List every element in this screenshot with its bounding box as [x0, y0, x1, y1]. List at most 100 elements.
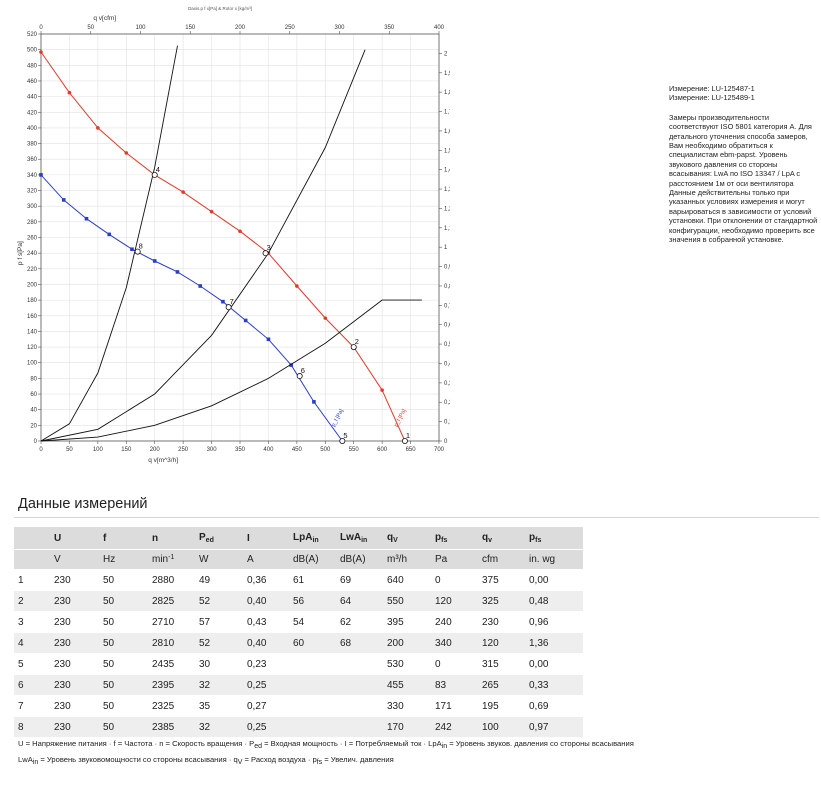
cell-pfs-inwg: 0,97 [525, 716, 583, 738]
y-tick-label: 180 [27, 298, 38, 304]
operating-point-marker [350, 344, 357, 351]
unit-cell-index [14, 549, 50, 570]
table-row: 8 230 50 2385 32 0,25 170 242 100 0,97 [14, 716, 583, 738]
series-point [266, 337, 271, 342]
cell-p: 52 [195, 590, 243, 612]
cell-f: 50 [99, 674, 148, 696]
x-tick-label: 200 [150, 447, 161, 453]
operating-point-label: 4 [156, 165, 160, 174]
cell-pfs: 83 [431, 674, 478, 696]
cell-u: 230 [50, 632, 99, 654]
header-cell-lwa: LwAin [336, 527, 383, 550]
cell-qv-cfm: 120 [478, 632, 525, 654]
cell-pfs: 120 [431, 590, 478, 612]
cell-lwa [336, 716, 383, 738]
cell-lpa [289, 716, 336, 738]
operating-point-marker [401, 437, 408, 444]
cell-qv: 550 [383, 590, 431, 612]
cell-p: 52 [195, 632, 243, 654]
cell-i: 0,25 [243, 716, 289, 738]
cell-i: 0,43 [243, 611, 289, 633]
y2-tick-label: 0,6 [444, 323, 450, 329]
cell-n: 2435 [148, 653, 195, 675]
y2-tick-label: 1,3 [444, 187, 450, 193]
cell-pfs-inwg: 0,48 [525, 590, 583, 612]
cell-lwa [336, 653, 383, 675]
series-line-1 [40, 51, 406, 442]
series-point [130, 247, 134, 252]
series-line-5 [40, 299, 422, 442]
y-tick-label: 0 [34, 439, 38, 445]
y-tick-label: 120 [27, 345, 38, 351]
top-tick-label: 300 [334, 25, 345, 31]
series-line-2 [40, 174, 343, 442]
chart-grid [40, 33, 440, 442]
cell-i: 0,23 [243, 653, 289, 675]
cell-lpa: 54 [289, 611, 336, 633]
cell-i: 0,36 [243, 569, 289, 591]
y2-tick-label: 1,7 [444, 110, 450, 116]
cell-lpa [289, 674, 336, 696]
y-tick-label: 280 [27, 220, 38, 226]
header-cell-p: Ped [195, 527, 243, 550]
cell-pfs-inwg: 1,36 [525, 632, 583, 654]
series-label-1: p_f [Pa] [393, 408, 407, 428]
series-point [221, 299, 225, 304]
operating-point-label: 8 [139, 242, 143, 251]
y-tick-label: 80 [30, 376, 37, 382]
cell-index: 7 [14, 695, 50, 717]
cell-pfs: 0 [431, 569, 478, 591]
y-tick-label: 320 [27, 189, 38, 195]
cell-u: 230 [50, 590, 99, 612]
header-cell-qv-cfm: qv [478, 527, 525, 550]
cell-index: 4 [14, 632, 50, 654]
cell-qv: 330 [383, 695, 431, 717]
measurement-notes: Измерение: LU-125487-1 Измерение: LU-125… [669, 84, 819, 245]
operating-point-label: 1 [406, 431, 410, 440]
y-tick-label: 240 [27, 251, 38, 257]
cell-u: 230 [50, 695, 99, 717]
cell-pfs: 240 [431, 611, 478, 633]
y-tick-label: 340 [27, 173, 38, 179]
series-point [39, 173, 43, 177]
legend-line-2: LwAin = Уровень звуковомощности со сторо… [18, 755, 394, 766]
series-line-3 [40, 45, 178, 442]
y-tick-label: 460 [27, 79, 38, 85]
y2-tick-label: 1,8 [444, 90, 450, 96]
cell-lpa [289, 695, 336, 717]
table-row: 7 230 50 2325 35 0,27 330 171 195 0,69 [14, 695, 583, 717]
title-divider [14, 517, 819, 518]
cell-f: 50 [99, 590, 148, 612]
cell-pfs: 171 [431, 695, 478, 717]
series-point [323, 316, 328, 320]
cell-qv: 395 [383, 611, 431, 633]
x-tick-label: 300 [207, 447, 218, 453]
cell-index: 6 [14, 674, 50, 696]
unit-cell-lwa: dB(A) [336, 549, 383, 570]
cell-p: 30 [195, 653, 243, 675]
cell-n: 2385 [148, 716, 195, 738]
cell-n: 2880 [148, 569, 195, 591]
y2-tick-label: 0,9 [444, 265, 450, 271]
y2-tick-label: 0,8 [444, 284, 450, 290]
operating-point-marker [296, 373, 303, 380]
y-tick-label: 200 [27, 282, 38, 288]
series-point [39, 50, 43, 54]
cell-n: 2395 [148, 674, 195, 696]
x-tick-label: 500 [320, 447, 331, 453]
measurement-id-1: Измерение: LU-125487-1 [669, 84, 755, 93]
table-row: 6 230 50 2395 32 0,25 455 83 265 0,33 [14, 674, 583, 696]
unit-cell-qv: m³/h [383, 549, 431, 570]
cell-f: 50 [99, 632, 148, 654]
series-point [84, 216, 89, 221]
top-tick-label: 0 [39, 25, 43, 31]
cell-pfs: 242 [431, 716, 478, 738]
table-row: 2 230 50 2825 52 0,40 56 64 550 120 325 0,48 [14, 590, 583, 612]
cell-lwa: 68 [336, 632, 383, 654]
header-cell-index [14, 527, 50, 550]
x-tick-label: 450 [292, 447, 303, 453]
cell-index: 2 [14, 590, 50, 612]
series-label-2: p_f [Pa] [331, 408, 345, 428]
operating-point-label: 6 [301, 366, 305, 375]
y-tick-label: 360 [27, 157, 38, 163]
